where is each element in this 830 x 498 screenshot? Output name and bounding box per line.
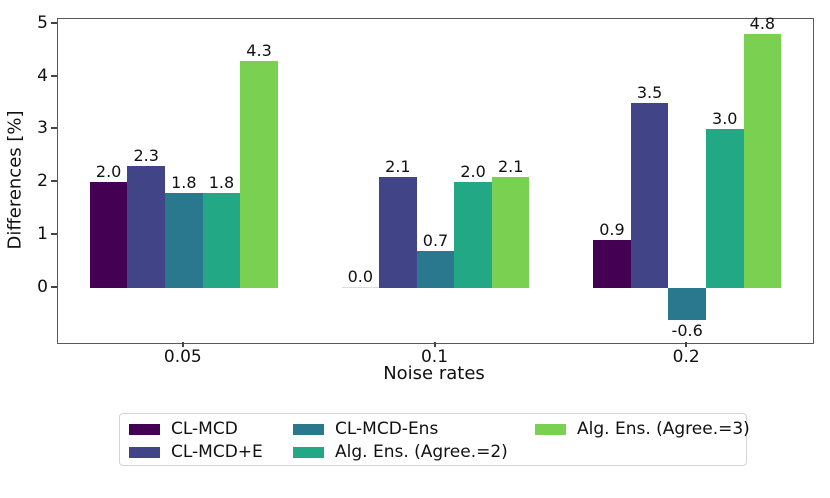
bar-value-label: 0.0 [347,267,374,287]
bar-value-label: 3.5 [636,83,663,103]
legend-item-label: Alg. Ens. (Agree.=2) [335,442,508,462]
y-tick-mark [51,74,57,77]
y-tick-label: 5 [37,12,48,33]
legend-item: CL-MCD-Ens [293,419,438,439]
bar [593,240,631,289]
y-tick-mark [51,21,57,24]
bar [454,182,492,289]
bar [705,129,744,289]
x-axis-label: Noise rates [383,363,485,384]
bar [202,192,241,289]
legend-item: Alg. Ens. (Agree.=3) [535,419,750,439]
bar-value-label: 2.3 [133,146,159,166]
bar-value-label: 0.9 [599,220,625,240]
bar-value-label: 4.3 [246,40,272,60]
bar [240,60,278,289]
x-tick-mark [685,342,688,347]
legend-item: Alg. Ens. (Agree.=2) [293,442,508,462]
y-tick-mark [51,286,57,289]
bar [743,34,782,288]
bar-value-label: 2.0 [460,162,486,182]
y-tick-label: 2 [37,171,48,192]
x-tick-label: 0.1 [420,347,449,367]
bar-value-label: 2.1 [385,157,411,177]
y-tick-label: 0 [37,277,48,298]
y-tick-mark [51,180,57,183]
bar [165,192,203,289]
x-tick-label: 0.05 [163,347,202,367]
bar-value-label: 0.7 [422,231,449,251]
legend-swatch [293,446,324,458]
bar [416,251,455,289]
y-tick-label: 3 [37,118,48,139]
legend: CL-MCD CL-MCD+E CL-MCD-Ens Alg. Ens. (Agree… [119,413,750,466]
bar-value-label: 2.0 [95,162,122,182]
legend-item-label: CL-MCD-Ens [335,419,439,439]
bar-value-label: 1.8 [208,172,235,192]
y-tick-mark [51,127,57,130]
bar [491,177,530,289]
plot-area: 2.0 2.3 1.8 1.8 4.3 0.0 2.1 0.7 2.0 2.1 0.9 3.5 -0.6… [57,14,814,344]
bar [341,287,380,289]
legend-swatch [129,446,160,458]
bar-value-label: 3.0 [712,109,738,129]
legend-item-label: Alg. Ens. (Agree.=3) [577,419,750,439]
legend-swatch [535,423,566,435]
legend-item: CL-MCD+E [129,442,263,462]
y-tick-label: 4 [37,65,48,86]
bar [127,166,166,289]
y-tick-label: 1 [37,224,48,245]
x-tick-mark [181,342,184,347]
bar [89,182,128,289]
bar-value-label: -0.6 [671,320,703,340]
bar [379,177,417,289]
x-tick-label: 0.2 [672,347,700,367]
legend-swatch [129,423,160,435]
legend-item-label: CL-MCD [171,419,238,439]
legend-item-label: CL-MCD+E [171,442,263,462]
bar-value-label: 1.8 [171,172,197,192]
bar [630,103,669,289]
bar-value-label: 4.8 [749,14,776,34]
legend-item: CL-MCD [129,419,238,439]
bar [668,288,706,320]
y-tick-mark [51,233,57,236]
bar-value-label: 2.1 [497,157,524,177]
x-tick-mark [433,342,436,347]
bars-container: 2.0 2.3 1.8 1.8 4.3 0.0 2.1 0.7 2.0 2.1 0.9 3.5 -0.6… [58,14,813,343]
legend-swatch [293,423,324,435]
